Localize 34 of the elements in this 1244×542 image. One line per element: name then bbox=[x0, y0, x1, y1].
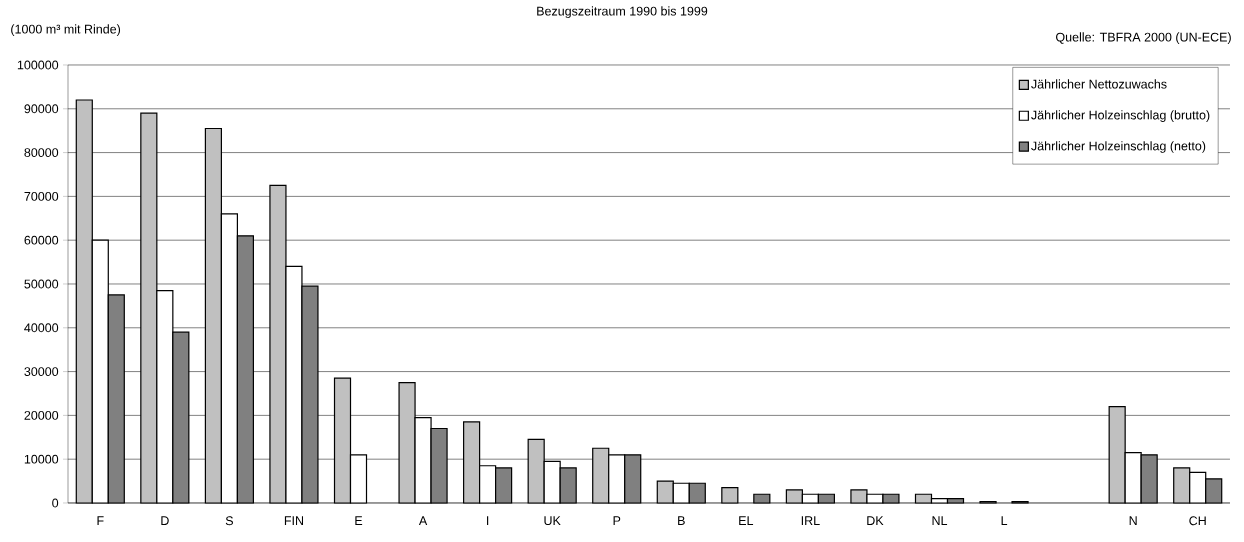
x-tick-label: L bbox=[1001, 516, 1008, 525]
x-tick-label: B bbox=[678, 516, 685, 525]
y-tick-label: 90000 bbox=[24, 104, 59, 114]
x-tick-label: IRL bbox=[801, 516, 820, 525]
y-axis-title: (1000 m³ mit Rinde) bbox=[11, 24, 121, 37]
x-tick-label: UK bbox=[544, 516, 561, 526]
x-tick-label: D bbox=[161, 516, 169, 525]
source-note: Quelle: TBFRA 2000 (UN-ECE) bbox=[1056, 32, 1231, 45]
y-tick-label: 20000 bbox=[24, 410, 59, 420]
y-tick-label: 80000 bbox=[24, 148, 59, 158]
y-tick-label: 100000 bbox=[17, 60, 59, 70]
x-tick-label: I bbox=[487, 516, 489, 525]
x-tick-label: N bbox=[1129, 516, 1137, 525]
x-tick-label: E bbox=[355, 516, 363, 525]
x-tick-label: EL bbox=[739, 516, 754, 525]
chart-title: Bezugszeitraum 1990 bis 1999 bbox=[537, 6, 708, 19]
x-tick-label: A bbox=[418, 516, 428, 525]
x-tick-label: NL bbox=[932, 516, 948, 525]
legend-label: Jährlicher Holzeinschlag (netto) bbox=[1031, 141, 1206, 153]
y-tick-label: 60000 bbox=[24, 235, 59, 245]
y-tick-label: 70000 bbox=[24, 191, 59, 201]
y-tick-label: 50000 bbox=[24, 279, 59, 289]
x-tick-label: FIN bbox=[284, 516, 304, 525]
y-tick-label: 0 bbox=[52, 498, 59, 508]
y-tick-label: 40000 bbox=[24, 323, 59, 333]
x-tick-label: P bbox=[613, 516, 621, 525]
y-tick-label: 10000 bbox=[24, 454, 59, 464]
legend-label: Jährlicher Holzeinschlag (brutto) bbox=[1031, 110, 1210, 122]
y-tick-label: 30000 bbox=[24, 367, 59, 377]
x-tick-label: DK bbox=[867, 516, 884, 525]
x-tick-label: S bbox=[225, 516, 233, 526]
x-tick-label: F bbox=[97, 516, 104, 525]
legend-label: Jährlicher Nettozuwachs bbox=[1031, 79, 1167, 89]
x-tick-label: CH bbox=[1189, 516, 1206, 526]
